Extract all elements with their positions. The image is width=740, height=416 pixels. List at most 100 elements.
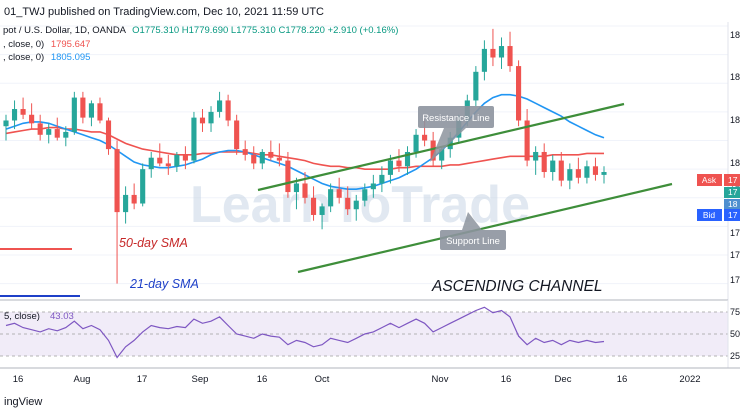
candle	[191, 111, 197, 164]
candle	[97, 97, 103, 124]
published-info: 01_TWJ published on TradingView.com, Dec…	[4, 6, 324, 18]
time-axis-label: Sep	[192, 374, 209, 385]
candle	[319, 203, 325, 230]
candle	[379, 166, 385, 193]
candle	[507, 31, 513, 72]
candle-body	[516, 66, 522, 121]
candle	[498, 37, 505, 69]
candle	[516, 60, 522, 127]
candle-body	[422, 134, 428, 141]
candle-body	[302, 183, 308, 198]
candle-body	[379, 174, 385, 184]
time-axis-label: Dec	[555, 374, 572, 385]
sma1-legend: , close, 0) 1795.647	[3, 39, 90, 50]
candle	[157, 143, 163, 167]
candle-body	[558, 160, 564, 181]
candle	[541, 143, 547, 178]
candle-body	[259, 151, 265, 164]
sma50-line	[5, 126, 604, 170]
candle-body	[550, 160, 556, 173]
time-axis-label: Oct	[315, 374, 330, 385]
price-axis: 1818181817171717	[727, 22, 740, 300]
candle	[148, 151, 154, 178]
support-callout: Support Line	[440, 212, 506, 250]
price-axis-label: 17	[730, 228, 740, 238]
candle	[285, 151, 291, 198]
candle-body	[46, 129, 52, 135]
candle	[105, 117, 112, 155]
price-axis-label: 18	[730, 30, 740, 40]
candle-body	[268, 151, 274, 158]
candle-body	[345, 197, 351, 210]
candle	[370, 174, 376, 198]
candle-body	[567, 169, 573, 181]
time-axis-label: 2022	[679, 374, 700, 385]
candle	[490, 28, 496, 67]
candle-body	[430, 140, 436, 161]
candle-body	[490, 48, 496, 58]
bid-tag: Bid 17	[697, 209, 740, 221]
candle-body	[88, 103, 94, 118]
candle-body	[71, 97, 77, 132]
candle-body	[336, 189, 342, 198]
price-axis-label: 18	[730, 115, 740, 125]
candle-body	[191, 117, 197, 161]
sma1-value: 1795.647	[50, 39, 91, 50]
candle-body	[174, 154, 180, 167]
candle-body	[37, 123, 43, 135]
bid-tag-value: 17	[728, 210, 738, 220]
candle	[268, 140, 274, 161]
price-axis-label: 17	[730, 275, 740, 285]
sma2-value: 1805.095	[50, 52, 91, 63]
symbol-legend: pot / U.S. Dollar, 1D, OANDA O1775.310 H…	[3, 25, 398, 36]
candle	[54, 117, 60, 141]
candle	[208, 106, 214, 132]
candle-body	[601, 172, 607, 175]
candle	[46, 123, 52, 144]
candle-body	[404, 151, 411, 167]
candle	[217, 91, 223, 118]
candle-body	[413, 134, 419, 152]
rsi-legend-label: 5, close)	[4, 311, 40, 322]
candle	[276, 143, 282, 167]
candle-body	[165, 163, 171, 167]
candle-body	[524, 120, 530, 161]
candle	[242, 140, 248, 161]
candle-body	[293, 183, 300, 193]
candle-body	[353, 200, 359, 210]
mid-tag-value-2: 18	[728, 199, 738, 209]
candle	[123, 186, 129, 224]
symbol-name: pot / U.S. Dollar, 1D, OANDA	[3, 25, 126, 36]
time-axis-label: Nov	[432, 374, 449, 385]
candle	[567, 163, 573, 190]
sma2-legend: , close, 0) 1805.095	[3, 52, 90, 63]
candle	[601, 166, 607, 184]
candle-body	[80, 97, 86, 118]
candle	[584, 160, 590, 184]
candle	[353, 194, 359, 221]
price-axis-label: 18	[730, 72, 740, 82]
candle-body	[234, 120, 240, 150]
time-axis-label: Aug	[74, 374, 91, 385]
sma1-label: , close, 0)	[3, 39, 45, 50]
candle	[88, 100, 94, 127]
candles	[3, 28, 607, 284]
candle	[29, 103, 35, 130]
candle	[234, 114, 240, 155]
candle	[575, 157, 581, 184]
candle-body	[54, 129, 60, 138]
resistance-callout: Resistance Line	[418, 106, 494, 162]
candle	[550, 154, 556, 181]
candle-body	[242, 149, 248, 155]
candle-body	[199, 117, 206, 124]
footer-brand: ingView	[4, 396, 42, 408]
chart-header: 01_TWJ published on TradingView.com, Dec…	[0, 0, 740, 22]
watermark: LearnToTrade	[190, 176, 530, 234]
candle-body	[533, 151, 539, 161]
candle	[293, 177, 300, 210]
candle	[592, 157, 599, 181]
time-axis-label: 16	[257, 374, 268, 385]
rsi-pane: 5, close) 43.03 75 50 25	[0, 300, 740, 368]
candle-body	[105, 120, 112, 150]
